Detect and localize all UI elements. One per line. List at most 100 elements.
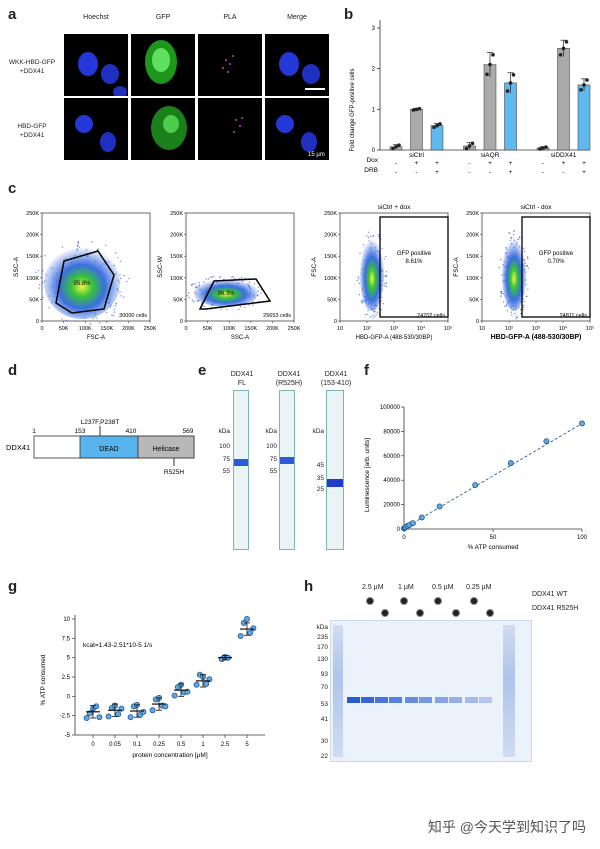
- b-point: [397, 143, 401, 147]
- b-point: [464, 146, 469, 151]
- b-group-label: siCtrl: [409, 152, 424, 159]
- g-ytick-label: -5: [65, 733, 71, 739]
- e-kda-3-2: 35: [316, 475, 324, 482]
- col-label-pla: PLA: [223, 14, 237, 21]
- b-point: [538, 147, 542, 151]
- panel-g-scatter: % ATP consumed kcat=1.43-2.51*10-5 1/s 1…: [40, 615, 265, 759]
- b-point: [511, 72, 516, 77]
- g-point: [247, 629, 254, 636]
- c-xtick-label: 10: [479, 326, 485, 332]
- g-point: [193, 681, 200, 688]
- b-point: [505, 89, 510, 93]
- g-xtick-label: 0.5: [177, 742, 186, 748]
- b-drb-sign: -: [395, 169, 397, 176]
- panel-label-e: e: [198, 362, 207, 379]
- c-gate-percent: 0.70%: [547, 259, 565, 265]
- g-xtick-label: 2.5: [221, 742, 230, 748]
- watermark: 知乎 @今天学到知识了吗: [427, 819, 586, 835]
- f-point: [543, 438, 550, 445]
- c-ylabel: SSC-W: [157, 255, 164, 278]
- g-point: [244, 616, 250, 622]
- c-ylabel: FSC-A: [311, 257, 318, 277]
- e-lane1-title: DDX41 FL: [230, 371, 254, 387]
- panel-label-f: f: [364, 362, 369, 379]
- c-xtick-label: 200K: [122, 326, 135, 332]
- b-point: [411, 108, 416, 112]
- b-point: [391, 146, 395, 151]
- g-xtick-label: 0.1: [133, 742, 142, 748]
- c-ytick-label: 200K: [170, 233, 183, 239]
- f-point: [436, 503, 443, 510]
- b-point: [485, 72, 489, 77]
- f-xtick-label: 100: [577, 535, 588, 541]
- c-xtick-label: 10³: [532, 326, 540, 332]
- g-ytick-label: 10: [63, 617, 70, 623]
- c-plot-4: GFP positive 0.70% 24811 cells siCtrl - dox…: [453, 204, 594, 341]
- f-ytick-label: 20000: [383, 503, 400, 509]
- c-xtick-label: 250K: [144, 326, 157, 332]
- panel-label-d: d: [8, 362, 18, 379]
- row-label-wkk: WKK-HBD-GFP +DDX41: [8, 59, 56, 75]
- b-bar: [483, 64, 497, 151]
- c-xtick-label: 10⁴: [417, 325, 426, 332]
- b-point: [544, 145, 548, 149]
- e-kda-3-0: kDa: [312, 428, 324, 435]
- h-band: [479, 697, 492, 703]
- h-lane-dot: [416, 609, 424, 617]
- e-kda-2-1: 100: [266, 443, 277, 450]
- b-point: [491, 53, 495, 57]
- c-ytick-label: 0: [180, 319, 183, 325]
- b-drb-sign: +: [435, 169, 439, 176]
- h-lane-dot: [366, 597, 374, 605]
- c-ylabel: FSC-A: [453, 257, 460, 277]
- c-ytick-label: 250K: [26, 211, 39, 217]
- scale-bar-label: 15 µm: [308, 152, 325, 158]
- h-band: [465, 697, 478, 703]
- g-annotation: kcat=1.43-2.51*10-5 1/s: [83, 642, 153, 649]
- g-point: [171, 692, 178, 699]
- b-point: [585, 78, 589, 82]
- b-drb-sign: -: [415, 169, 417, 176]
- h-lane-dot: [452, 609, 460, 617]
- g-ytick-label: 0: [67, 694, 71, 700]
- g-point: [96, 714, 103, 721]
- c-ylabel: SSC-A: [13, 256, 20, 277]
- d-pos-153: 153: [75, 428, 86, 435]
- micro-gfp-1: [131, 34, 195, 96]
- f-point: [579, 420, 585, 427]
- c-ytick-label: 200K: [26, 233, 39, 239]
- h-kda-label: 22: [320, 753, 328, 760]
- g-point: [83, 715, 90, 721]
- c-plot-title: siCtrl - dox: [520, 204, 552, 211]
- g-point: [149, 707, 156, 714]
- e-kda-3-3: 25: [316, 486, 324, 493]
- c-ytick-label: 0: [334, 319, 337, 325]
- f-xtick-label: 50: [490, 535, 497, 541]
- h-band: [449, 697, 462, 703]
- c-gate-percent: 96.3%: [217, 291, 235, 297]
- micro-hoechst-2: [64, 98, 128, 160]
- c-ytick-label: 50K: [173, 297, 183, 303]
- g-xtick-label: 0: [91, 742, 95, 748]
- g-point: [93, 703, 100, 710]
- f-point: [507, 460, 514, 467]
- c-ytick-label: 150K: [26, 254, 39, 260]
- h-band: [405, 697, 418, 703]
- c-xlabel: FSC-A: [87, 335, 105, 341]
- h-lane-dot: [381, 609, 389, 617]
- c-xtick-label: 50K: [203, 326, 213, 332]
- c-xtick-label: 200K: [266, 326, 279, 332]
- b-drb-sign: +: [582, 169, 586, 176]
- c-xtick-label: 150K: [244, 326, 257, 332]
- h-lane-dot: [400, 597, 408, 605]
- panel-label-h: h: [304, 578, 314, 595]
- b-dox-sign: +: [582, 160, 586, 167]
- b-drb-sign: -: [468, 169, 470, 176]
- c-xtick-label: 0: [184, 326, 187, 332]
- c-xtick-label: 10⁵: [586, 325, 594, 332]
- b-point: [438, 122, 442, 126]
- c-xtick-label: 10: [337, 326, 343, 332]
- b-dox-sign: +: [562, 160, 566, 167]
- c-gate-polygon: [198, 278, 272, 310]
- c-cell-count: 24811 cells: [560, 313, 588, 319]
